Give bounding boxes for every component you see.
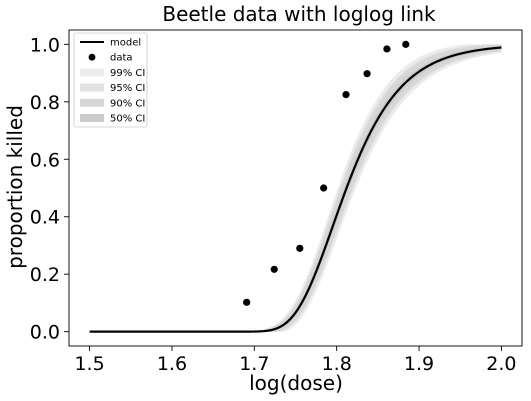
ci-band-2 xyxy=(89,44,502,332)
x-tick-label: 2.0 xyxy=(486,353,516,375)
data-point xyxy=(320,184,328,192)
legend-band-swatch xyxy=(80,114,104,122)
legend-label: 99% CI xyxy=(110,68,145,79)
x-tick-label: 1.8 xyxy=(322,353,352,375)
data-point xyxy=(363,70,371,78)
data-point xyxy=(243,298,251,306)
y-tick-label: 0.0 xyxy=(30,322,60,344)
legend-label: 90% CI xyxy=(110,98,145,109)
y-tick-label: 0.8 xyxy=(30,92,60,114)
plot-area: 1.5 1.6 1.7 1.8 1.9 2.0 0.0 0.2 0.4 0.6 0.8 1.0 xyxy=(30,29,523,375)
legend-marker-swatch xyxy=(88,53,96,61)
y-tick-label: 0.2 xyxy=(30,264,60,286)
y-tick-label: 0.4 xyxy=(30,207,60,229)
data-point xyxy=(402,40,410,48)
x-axis-label: log(dose) xyxy=(249,371,343,395)
chart-title: Beetle data with loglog link xyxy=(162,2,436,26)
axes-frame xyxy=(68,29,523,347)
legend-band-swatch xyxy=(80,83,104,92)
x-tick-label: 1.5 xyxy=(74,353,104,375)
data-point xyxy=(296,244,304,252)
legend-label: 95% CI xyxy=(110,83,145,94)
x-tick-label: 1.9 xyxy=(404,353,434,375)
x-tick-label: 1.6 xyxy=(157,353,187,375)
ci-band-1 xyxy=(89,44,502,332)
data-point xyxy=(342,91,350,99)
legend-label: 50% CI xyxy=(110,114,145,125)
data-point xyxy=(270,265,278,273)
legend-label: data xyxy=(110,53,133,64)
y-tick-label: 1.0 xyxy=(30,34,60,56)
y-tick-label: 0.6 xyxy=(30,149,60,171)
data-point xyxy=(383,45,391,53)
model-line xyxy=(89,46,502,333)
legend: model data 99% CI 95% CI 90% CI 50% CI xyxy=(73,32,148,128)
y-axis-label: proportion killed xyxy=(3,105,27,269)
legend-band-swatch xyxy=(80,98,104,107)
legend-band-swatch xyxy=(80,68,104,77)
ci-band-0 xyxy=(89,44,502,332)
ci-band-3 xyxy=(89,46,502,332)
legend-label: model xyxy=(110,38,141,49)
x-tick-label: 1.7 xyxy=(239,353,269,375)
